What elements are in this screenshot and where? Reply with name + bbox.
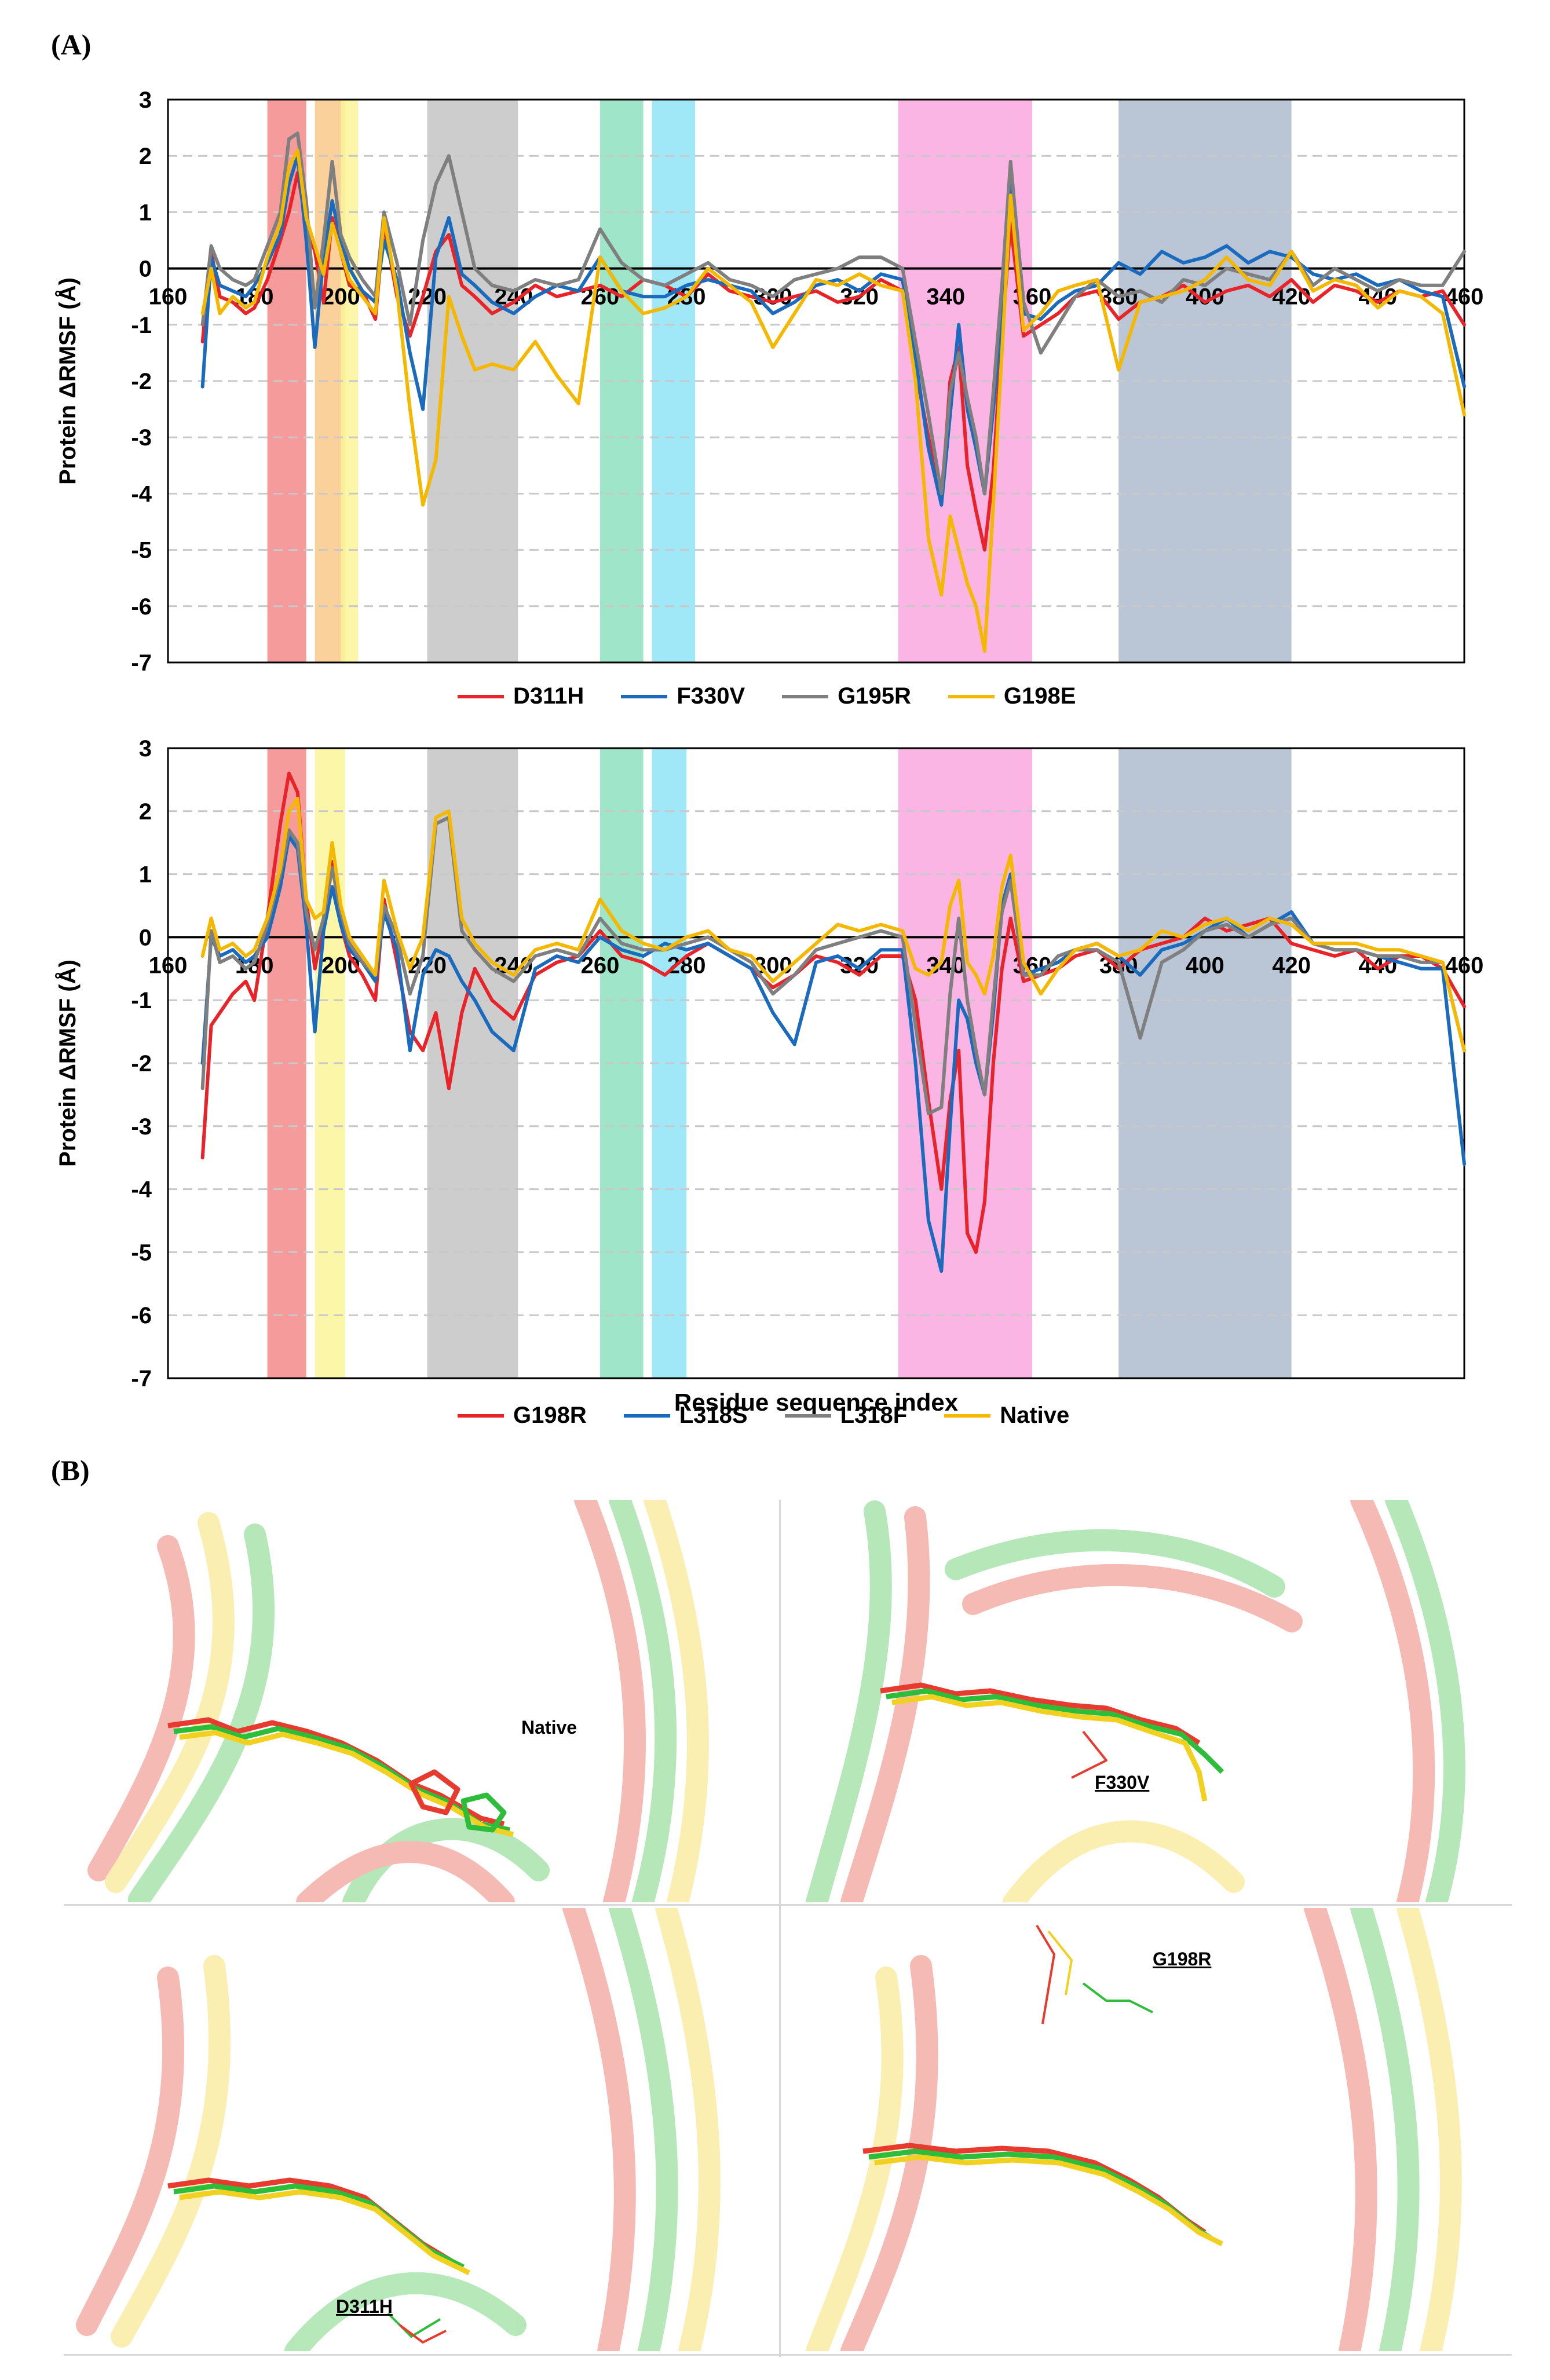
y-tick-label: -5	[131, 538, 152, 563]
panel-b-label: (B)	[51, 1454, 90, 1486]
y-tick-label: 0	[139, 925, 152, 950]
y-tick-label: -3	[131, 1114, 152, 1140]
y-tick-label: -6	[131, 1303, 152, 1328]
legend-item-l318f: L318F	[784, 1403, 908, 1429]
y-tick-label: -3	[131, 425, 152, 451]
x-tick-label: 260	[581, 953, 620, 978]
structure-g198r: G198R	[782, 1908, 1512, 2351]
grid-divider-vertical	[779, 1500, 781, 2357]
y-tick-label: 3	[139, 87, 152, 113]
grid-bottom-line	[64, 2354, 1512, 2356]
series-line-native	[200, 797, 1466, 1053]
legend-label: D311H	[513, 683, 584, 709]
y-axis-label: Protein ΔRMSF (Å)	[54, 960, 81, 1167]
label-d311h: D311H	[336, 2296, 393, 2317]
y-tick-label: -1	[131, 313, 152, 338]
legend-label: L318S	[679, 1403, 748, 1428]
y-tick-label: 2	[139, 144, 152, 169]
y-tick-label: 1	[139, 200, 152, 225]
highlight-region	[1118, 748, 1292, 1378]
legend-label: G198R	[513, 1403, 587, 1428]
x-tick-label: 160	[149, 953, 188, 978]
y-axis-label: Protein ΔRMSF (Å)	[54, 277, 81, 485]
legend-swatch	[623, 1414, 670, 1418]
legend-swatch	[458, 1414, 504, 1418]
legend-swatch	[621, 694, 668, 698]
legend-label: G195R	[838, 683, 911, 709]
y-tick-label: 0	[139, 257, 152, 282]
legend-bottom: G198R L318S L318F Native	[458, 1403, 1069, 1429]
legend-swatch	[458, 694, 504, 698]
legend-swatch	[948, 694, 995, 698]
label-f330v: F330V	[1095, 1772, 1150, 1793]
series-line-f330v	[200, 154, 1466, 507]
x-tick-label: 420	[1272, 284, 1311, 310]
legend-swatch	[944, 1414, 991, 1418]
y-tick-label: 1	[139, 862, 152, 888]
legend-item-g198r: G198R	[458, 1403, 587, 1429]
y-tick-label: -7	[131, 1366, 152, 1392]
y-tick-label: 2	[139, 799, 152, 825]
structure-grid: Native F330V	[64, 1500, 1512, 2357]
legend-swatch	[782, 694, 829, 698]
series-line-g195r	[200, 131, 1466, 496]
legend-label: L318F	[840, 1403, 908, 1428]
y-tick-label: -4	[131, 481, 152, 507]
structure-d311h: D311H	[64, 1908, 776, 2351]
plot-frame	[167, 747, 1465, 1379]
y-tick-label: -5	[131, 1240, 152, 1265]
x-tick-label: 340	[926, 953, 965, 978]
y-tick-label: -7	[131, 650, 152, 676]
legend-item-g198e: G198E	[948, 683, 1076, 709]
legend-item-l318s: L318S	[623, 1403, 748, 1429]
y-tick-label: -2	[131, 369, 152, 394]
legend-swatch	[784, 1414, 831, 1418]
y-tick-label: 3	[139, 736, 152, 761]
x-tick-label: 340	[926, 284, 965, 310]
y-tick-label: -6	[131, 594, 152, 620]
x-axis-label: Residue sequence index	[674, 1389, 959, 1416]
legend-item-native: Native	[944, 1403, 1069, 1429]
series-line-g198e	[200, 148, 1466, 653]
legend-label: F330V	[677, 683, 745, 709]
structure-f330v: F330V	[782, 1500, 1512, 1902]
legend-top: D311H F330V G195R G198E	[458, 683, 1076, 709]
label-native: Native	[521, 1717, 577, 1738]
highlight-region	[1118, 100, 1292, 662]
x-tick-label: 460	[1445, 953, 1484, 978]
x-tick-label: 400	[1186, 953, 1224, 978]
x-tick-label: 420	[1272, 953, 1311, 978]
series-line-l318f	[200, 815, 1466, 1115]
series-line-d311h	[200, 171, 1466, 552]
legend-item-g195r: G195R	[782, 683, 911, 709]
legend-item-f330v: F330V	[621, 683, 745, 709]
legend-label: G198E	[1003, 683, 1076, 709]
y-tick-label: -2	[131, 1051, 152, 1077]
legend-label: Native	[1000, 1403, 1070, 1428]
structure-native: Native	[64, 1500, 776, 1902]
legend-item-d311h: D311H	[458, 683, 584, 709]
x-tick-label: 200	[321, 953, 360, 978]
series-line-l318s	[200, 834, 1466, 1273]
y-tick-label: -1	[131, 988, 152, 1013]
panel-a-label: (A)	[51, 28, 92, 61]
label-g198r: G198R	[1153, 1949, 1212, 1969]
y-tick-label: -4	[131, 1177, 152, 1203]
grid-divider-horizontal	[64, 1904, 1512, 1906]
x-tick-label: 160	[149, 284, 188, 310]
